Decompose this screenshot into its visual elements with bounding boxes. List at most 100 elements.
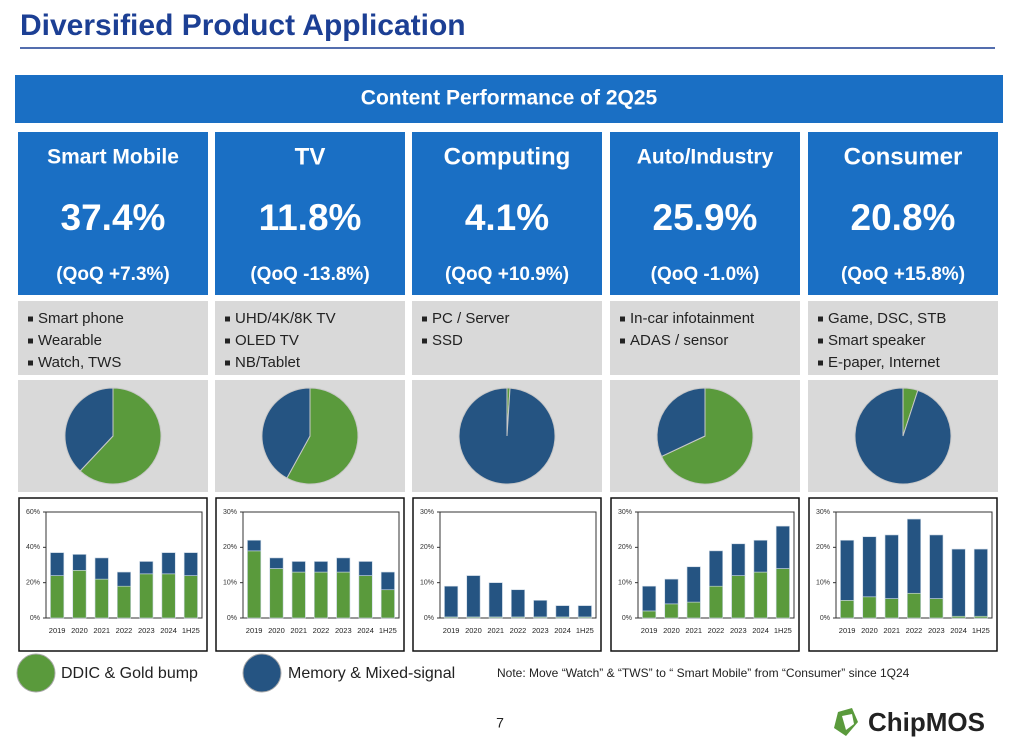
bar-segment <box>139 561 154 575</box>
bar-segment <box>50 552 65 576</box>
x-tick-label: 1H25 <box>774 626 792 635</box>
bar-segment <box>94 557 109 580</box>
note: Note: Move “Watch” & “TWS” to “ Smart Mo… <box>497 666 910 680</box>
bar-segment <box>907 592 921 619</box>
segment-box <box>808 132 998 295</box>
bullet-marker <box>620 338 625 344</box>
bullet-text: In-car infotainment <box>630 310 755 327</box>
bullet-box <box>18 301 208 375</box>
x-tick-label: 2022 <box>906 626 923 635</box>
x-tick-label: 2024 <box>752 626 769 635</box>
x-tick-label: 2024 <box>160 626 177 635</box>
x-tick-label: 2022 <box>510 626 527 635</box>
bullet-marker <box>818 338 823 344</box>
bar-segment <box>314 571 328 619</box>
bar-segment <box>884 598 899 619</box>
x-tick-label: 2019 <box>246 626 263 635</box>
bullet-marker <box>28 360 33 366</box>
segment-qoq: (QoQ +15.8%) <box>841 264 965 285</box>
bullet-text: E-paper, Internet <box>828 354 941 371</box>
bullet-text: PC / Server <box>432 310 510 327</box>
segment-box <box>18 132 208 295</box>
y-tick-label: 10% <box>618 580 632 587</box>
legend: DDIC & Gold bump Memory & Mixed-signal <box>16 653 455 693</box>
bar-segment <box>929 598 944 619</box>
segment-qoq: (QoQ -13.8%) <box>250 264 369 285</box>
bar-chart-box <box>18 497 208 652</box>
x-tick-label: 2020 <box>465 626 482 635</box>
bullet-box <box>610 301 800 375</box>
segment-share: 37.4% <box>61 197 166 238</box>
y-tick-label: 20% <box>816 544 830 551</box>
y-tick-label: 30% <box>816 509 830 516</box>
banner <box>15 75 1003 123</box>
x-tick-label: 2022 <box>313 626 330 635</box>
segment-share: 20.8% <box>851 197 956 238</box>
bar-segment <box>511 589 525 618</box>
bar-segment <box>161 552 176 575</box>
x-tick-label: 2023 <box>138 626 155 635</box>
bar-segment <box>336 571 351 619</box>
banner-text: Content Performance of 2Q25 <box>361 87 658 110</box>
y-tick-label: 0% <box>30 615 40 622</box>
pie-slice <box>261 387 311 479</box>
bullet-marker <box>28 316 33 322</box>
bullet-marker <box>225 338 230 344</box>
segment-name: Smart Mobile <box>47 146 179 169</box>
y-tick-label: 30% <box>420 509 434 516</box>
x-tick-label: 2022 <box>116 626 133 635</box>
bar-segment <box>775 525 790 569</box>
x-tick-label: 2023 <box>532 626 549 635</box>
bar-segment <box>775 568 790 619</box>
x-tick-label: 2020 <box>268 626 285 635</box>
bullet-marker <box>818 360 823 366</box>
bar-chart-box <box>610 497 800 652</box>
bar-segment <box>94 578 109 619</box>
bar-segment <box>314 561 328 573</box>
logo-icon <box>834 708 858 736</box>
bullet-text: Smart phone <box>38 310 124 327</box>
y-tick-label: 20% <box>223 544 237 551</box>
y-tick-label: 10% <box>420 580 434 587</box>
bar-segment <box>117 585 131 619</box>
y-tick-label: 10% <box>223 580 237 587</box>
x-tick-label: 2020 <box>71 626 88 635</box>
x-tick-label: 2024 <box>357 626 374 635</box>
y-tick-label: 20% <box>420 544 434 551</box>
legend-label: Memory & Mixed-signal <box>288 665 455 682</box>
x-tick-label: 2023 <box>335 626 352 635</box>
pie-slice <box>656 387 706 458</box>
bullet-marker <box>620 316 625 322</box>
segment-qoq: (QoQ -1.0%) <box>651 264 760 285</box>
y-tick-label: 60% <box>26 509 40 516</box>
bullet-box <box>412 301 602 375</box>
x-tick-label: 2021 <box>290 626 307 635</box>
x-tick-label: 2019 <box>641 626 658 635</box>
bar-segment <box>577 605 592 618</box>
y-tick-label: 30% <box>618 509 632 516</box>
bar-segment <box>731 543 746 576</box>
bullet-text: Smart speaker <box>828 332 926 349</box>
bar-segment <box>336 557 351 573</box>
pie-slice <box>79 387 162 485</box>
bar-segment <box>555 605 570 618</box>
y-tick-label: 0% <box>227 615 237 622</box>
bullet-marker <box>422 338 427 344</box>
y-tick-label: 30% <box>223 509 237 516</box>
bar-chart-box <box>412 497 602 652</box>
bullet-text: UHD/4K/8K TV <box>235 310 336 327</box>
bar-segment <box>117 571 131 587</box>
bullet-text: Watch, TWS <box>38 354 121 371</box>
bar-segment <box>907 518 921 594</box>
logo-text: ChipMOS <box>868 707 985 737</box>
pie-slice <box>660 387 754 485</box>
segment-share: 4.1% <box>465 197 549 238</box>
bar-segment <box>973 548 988 617</box>
bar-segment <box>686 566 701 603</box>
bullet-marker <box>422 316 427 322</box>
bar-segment <box>686 601 701 619</box>
x-tick-label: 2024 <box>950 626 967 635</box>
segment-box <box>412 132 602 295</box>
bar-segment <box>884 534 899 599</box>
